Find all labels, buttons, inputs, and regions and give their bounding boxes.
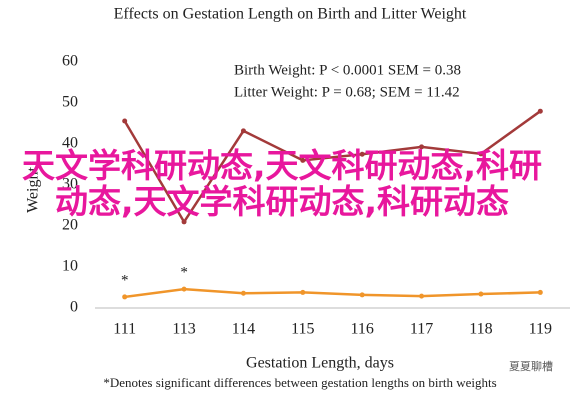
watermark: 夏夏聊槽: [509, 360, 553, 373]
y-axis-label: Weight: [25, 167, 42, 213]
annotation: *: [180, 265, 188, 281]
x-tick-label: 116: [350, 321, 373, 338]
point: [478, 151, 484, 157]
series-line: [123, 110, 542, 225]
x-axis-label: Gestation Length, days: [246, 355, 394, 372]
point: [359, 151, 365, 157]
point: [478, 291, 484, 297]
x-tick-label: 115: [291, 321, 314, 338]
y-tick-label: 0: [70, 299, 78, 316]
x-tick-label: 117: [410, 321, 433, 338]
note: Litter Weight: P = 0.68; SEM = 11.42: [234, 84, 460, 100]
point: [240, 128, 246, 134]
y-tick-label: 50: [62, 94, 78, 111]
x-tick-label: 119: [529, 321, 552, 338]
y-tick-label: 30: [62, 176, 78, 193]
y-tick-label: 40: [62, 135, 78, 152]
overlay-text: 天文学科研动态,天文科研动态,科研动态,天文学科研动态,科研动态: [21, 146, 543, 221]
y-tick-label: 60: [62, 53, 78, 70]
footnote: *Denotes significant differences between…: [103, 375, 496, 390]
x-tick-label: 118: [469, 321, 492, 338]
chart-title: Effects on Gestation Length on Birth and…: [114, 6, 467, 23]
point: [181, 219, 187, 225]
note: Birth Weight: P < 0.0001 SEM = 0.38: [234, 62, 461, 78]
point: [419, 144, 425, 150]
point: [181, 286, 187, 292]
point: [300, 289, 306, 295]
point: [240, 290, 246, 296]
point: [537, 289, 543, 295]
x-tick-label: 111: [113, 321, 136, 338]
point: [122, 118, 128, 124]
x-tick-label: 113: [172, 321, 195, 338]
series-line: [124, 287, 541, 299]
point: [300, 157, 306, 163]
x-tick-label: 114: [232, 321, 255, 338]
y-tick-label: 10: [62, 258, 78, 275]
point: [419, 293, 425, 299]
annotation: *: [121, 272, 129, 288]
point: [537, 108, 543, 114]
point: [122, 294, 128, 300]
y-tick-label: 20: [62, 217, 78, 234]
point: [359, 292, 365, 298]
